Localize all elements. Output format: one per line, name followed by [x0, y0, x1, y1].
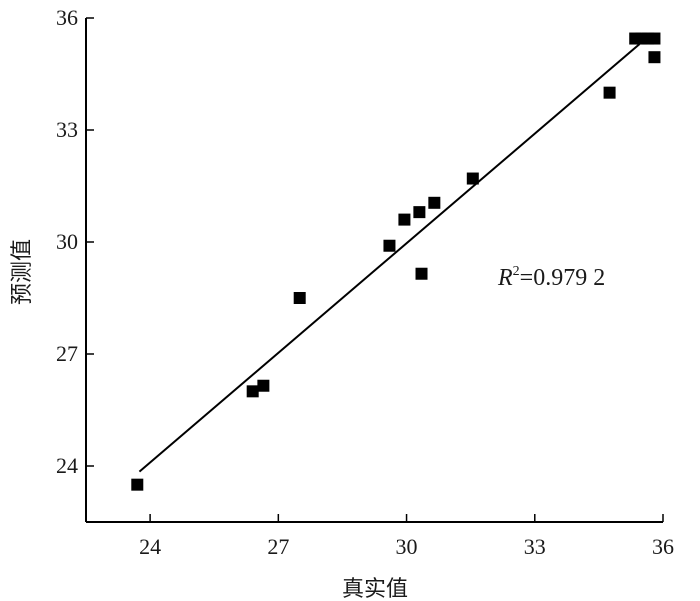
r-squared-value: =0.979 2	[520, 265, 606, 291]
data-point	[257, 379, 270, 392]
data-point	[603, 86, 616, 99]
axes	[85, 17, 664, 523]
data-point	[428, 196, 441, 209]
data-point	[398, 213, 411, 226]
data-point	[246, 385, 259, 398]
data-points	[131, 32, 661, 491]
x-tick-label: 27	[267, 534, 289, 559]
y-axis-title: 预测值	[10, 239, 35, 305]
data-point	[648, 51, 661, 64]
data-point	[466, 172, 479, 185]
data-point	[648, 32, 661, 45]
x-tick-label: 33	[524, 534, 546, 559]
fit-line	[138, 43, 641, 473]
r-squared-annotation: R2=0.979 2	[497, 264, 605, 291]
tick-labels: 24 27 30 33 36 24 27 30 33 36	[56, 5, 674, 559]
y-tick-label: 33	[56, 117, 78, 142]
data-point	[413, 206, 426, 219]
y-tick-label: 30	[56, 229, 78, 254]
x-tick-label: 30	[396, 534, 418, 559]
y-tick-label: 36	[56, 5, 78, 30]
x-tick-label: 24	[139, 534, 161, 559]
x-axis-title: 真实值	[342, 577, 408, 601]
y-tick-label: 27	[56, 341, 78, 366]
data-point	[293, 292, 306, 304]
data-point	[415, 267, 428, 280]
r-superscript: 2	[513, 264, 520, 279]
data-point	[131, 478, 144, 491]
r-symbol: R	[497, 265, 513, 291]
data-point	[383, 239, 396, 252]
x-tick-label: 36	[652, 534, 674, 559]
y-tick-label: 24	[56, 453, 78, 478]
fit-line-group	[138, 43, 641, 473]
